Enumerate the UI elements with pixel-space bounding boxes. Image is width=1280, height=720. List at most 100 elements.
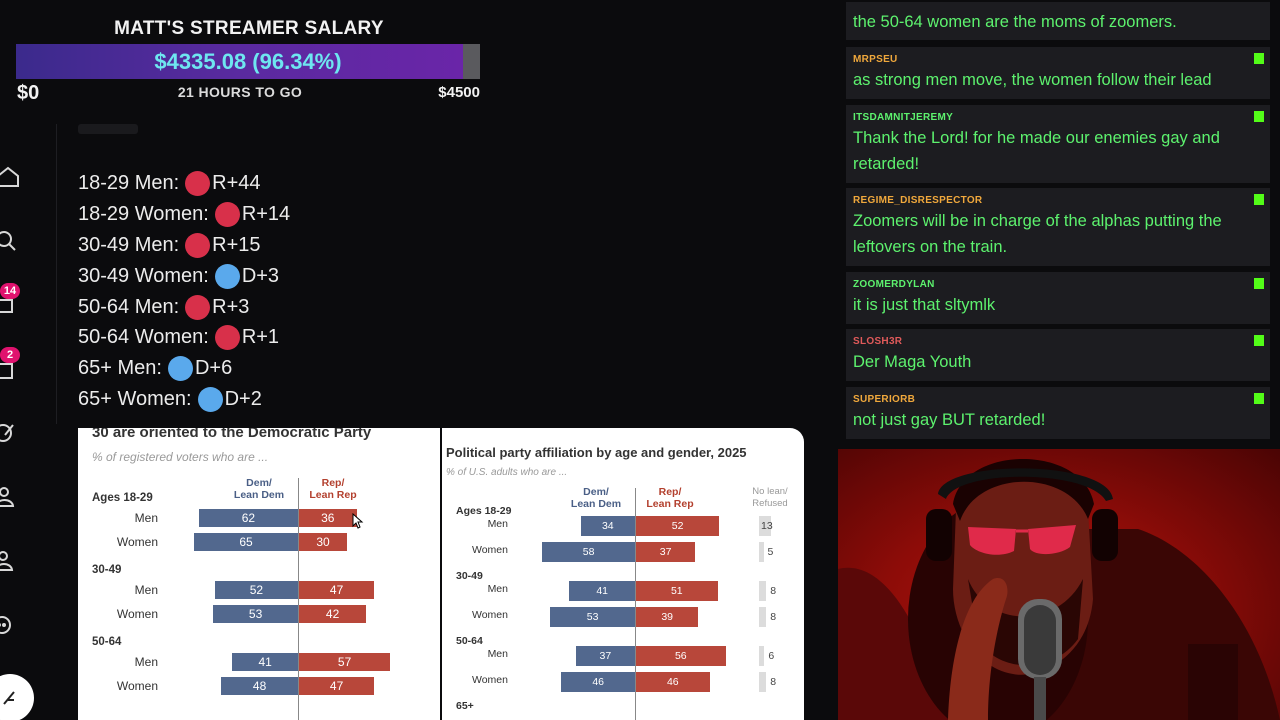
row-label: Men xyxy=(134,655,158,669)
kick-badge-icon xyxy=(1254,278,1264,289)
bar-rep: 30 xyxy=(299,533,347,551)
chart-subtitle: % of U.S. adults who are ... xyxy=(446,467,568,478)
result-row: 30-49 Women: D+3 xyxy=(78,261,290,292)
group-label: 30-49 xyxy=(92,564,122,576)
notification-badge: 14 xyxy=(0,283,20,299)
bar-dem: 34 xyxy=(580,516,635,536)
bar-dem: 46 xyxy=(561,672,635,692)
more-icon[interactable] xyxy=(0,614,20,636)
chat-username[interactable]: ITSDAMNITJEREMY xyxy=(853,112,954,123)
no-lean-value: 6 xyxy=(768,650,775,662)
row-label: Women xyxy=(116,607,158,621)
column-header-dem: Dem/Lean Dem xyxy=(565,486,627,510)
salary-title: MATT'S STREAMER SALARY xyxy=(114,18,384,39)
kick-badge-icon xyxy=(1254,53,1264,64)
result-margin: R+1 xyxy=(241,326,280,349)
search-icon[interactable] xyxy=(0,230,20,252)
bar-dem: 41 xyxy=(232,653,298,671)
compose-button[interactable] xyxy=(0,674,34,720)
no-lean-value: 5 xyxy=(767,546,774,558)
result-margin: R+14 xyxy=(241,202,291,225)
result-margin: D+3 xyxy=(241,264,280,287)
column-header-line: Lean Rep xyxy=(309,489,357,501)
group-label: 50-64 xyxy=(456,635,483,647)
feather-icon xyxy=(3,691,15,705)
result-label: 30-49 Women: xyxy=(78,264,209,287)
chat-username[interactable]: MRPSEU xyxy=(853,54,898,65)
community-icon[interactable] xyxy=(0,550,20,572)
column-header-no-lean: No lean/Refused xyxy=(747,486,793,510)
salary-max: $4500 xyxy=(438,84,480,101)
chat-username[interactable]: SLOSH3R xyxy=(853,336,903,347)
bar-no-lean xyxy=(759,646,765,666)
chat-text: Der Maga Youth xyxy=(853,353,972,371)
notifications-icon[interactable] xyxy=(0,296,20,318)
column-header-line: Lean Dem xyxy=(233,489,285,501)
salary-min: $0 xyxy=(17,82,40,104)
result-row: 65+ Men: D+6 xyxy=(78,353,290,384)
row-label: Men xyxy=(134,511,158,525)
compass-icon[interactable] xyxy=(0,422,20,444)
left-rail: 14 2 xyxy=(0,140,40,720)
result-row: 30-49 Men: R+15 xyxy=(78,230,290,261)
chat-message: SLOSH3R Der Maga Youth xyxy=(846,329,1270,381)
result-margin: D+2 xyxy=(224,388,262,411)
row-label: Women xyxy=(472,674,508,686)
column-header-line: Refused xyxy=(752,498,788,509)
salary-progress-bar: $4335.08 (96.34%) xyxy=(16,44,480,79)
result-row: 65+ Women: D+2 xyxy=(78,384,290,415)
row-label: Women xyxy=(472,609,508,621)
chat-username[interactable]: REGIME_DISRESPECTOR xyxy=(853,195,983,206)
bar-no-lean xyxy=(759,607,767,627)
column-header-line: Lean Dem xyxy=(570,498,622,510)
kick-badge-icon xyxy=(1254,111,1264,122)
chat-username[interactable]: ZOOMERDYLAN xyxy=(853,279,935,290)
column-header-line: Lean Rep xyxy=(646,498,694,510)
chart-center-axis xyxy=(298,478,299,720)
red-circle-icon xyxy=(214,325,240,351)
mouse-cursor-icon xyxy=(352,513,364,529)
bar-rep: 47 xyxy=(299,677,375,695)
chat-message: the 50-64 women are the moms of zoomers. xyxy=(846,2,1270,40)
profile-icon[interactable] xyxy=(0,486,20,508)
salary-widget: MATT'S STREAMER SALARY $4335.08 (96.34%)… xyxy=(0,0,500,110)
red-circle-icon xyxy=(214,201,240,227)
bar-no-lean xyxy=(759,516,771,536)
bar-dem: 37 xyxy=(575,646,635,666)
result-margin: R+3 xyxy=(212,295,250,318)
blue-circle-icon xyxy=(167,356,193,382)
salary-amount: $4335.08 (96.34%) xyxy=(154,49,342,74)
chart-title: 30 are oriented to the Democratic Party xyxy=(92,428,372,441)
kick-badge-icon xyxy=(1254,335,1264,346)
bar-rep: 56 xyxy=(636,646,726,666)
results-list: 18-29 Men: R+44 18-29 Women: R+14 30-49 Men:… xyxy=(78,168,290,415)
bar-rep: 52 xyxy=(636,516,720,536)
bar-dem: 41 xyxy=(569,581,635,601)
webcam-feed xyxy=(838,449,1280,720)
column-header-rep: Rep/Lean Rep xyxy=(639,486,701,510)
bar-no-lean xyxy=(759,542,764,562)
column-header-line: Dem/ xyxy=(246,477,272,489)
bar-dem: 58 xyxy=(542,542,635,562)
home-icon[interactable] xyxy=(0,166,20,188)
result-label: 65+ Men: xyxy=(78,357,162,380)
column-header-rep: Rep/Lean Rep xyxy=(302,477,364,501)
column-header-line: Dem/ xyxy=(583,486,609,498)
column-header-dem: Dem/Lean Dem xyxy=(228,477,290,501)
row-label: Women xyxy=(472,544,508,556)
bar-rep: 51 xyxy=(636,581,718,601)
red-circle-icon xyxy=(185,232,211,258)
bar-dem: 48 xyxy=(221,677,298,695)
no-lean-value: 8 xyxy=(770,611,777,623)
messages-icon[interactable] xyxy=(0,360,20,382)
no-lean-value: 8 xyxy=(770,676,777,688)
chat-text: not just gay BUT retarded! xyxy=(853,411,1046,429)
group-label: 30-49 xyxy=(456,570,483,582)
pew-chart-registered-voters: 30 are oriented to the Democratic Party%… xyxy=(78,428,440,720)
result-row: 18-29 Men: R+44 xyxy=(78,168,290,199)
bar-no-lean xyxy=(759,581,767,601)
chat-username[interactable]: SUPERIORB xyxy=(853,394,916,405)
kick-badge-icon xyxy=(1254,393,1264,404)
red-circle-icon xyxy=(185,294,211,320)
bar-rep: 37 xyxy=(636,542,696,562)
